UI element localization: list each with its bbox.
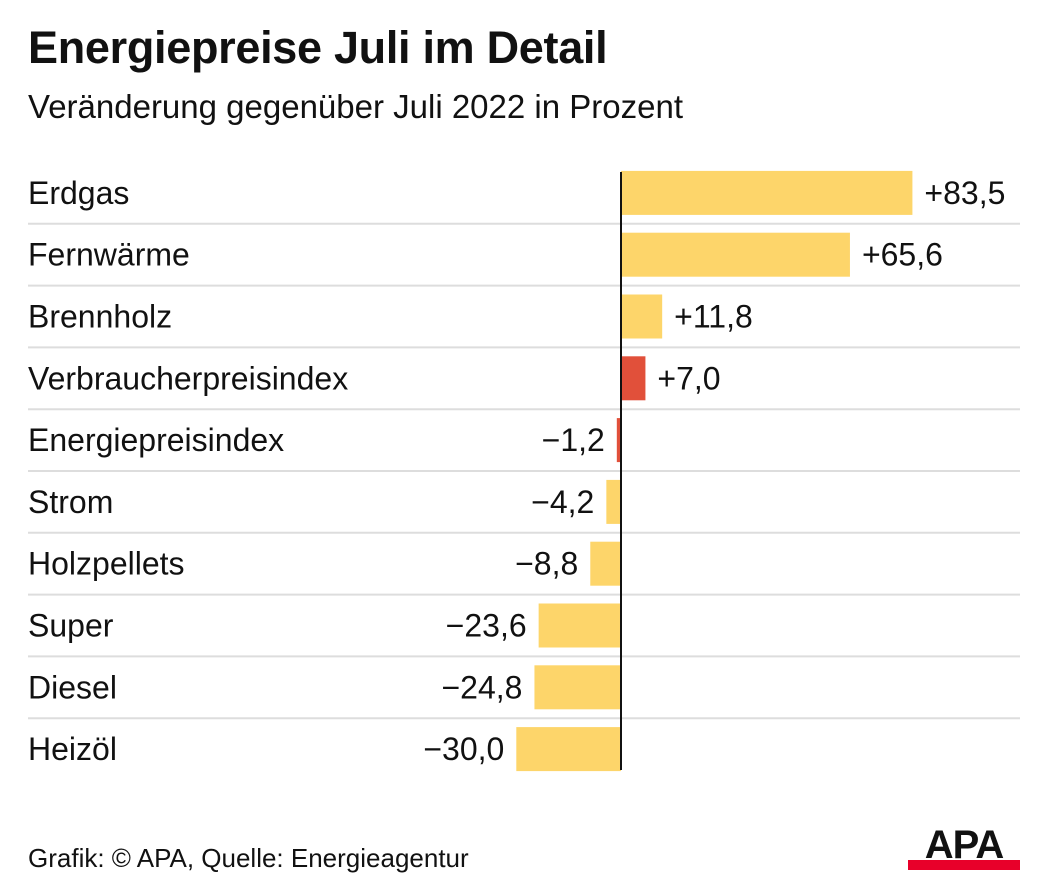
- category-label: Heizöl: [28, 731, 117, 767]
- value-label: +83,5: [924, 175, 1005, 211]
- category-label: Diesel: [28, 669, 117, 705]
- source-credit: Grafik: © APA, Quelle: Energieagentur: [28, 843, 469, 873]
- category-label: Verbraucherpreisindex: [28, 360, 348, 396]
- bar: [538, 603, 621, 648]
- bar: [516, 727, 621, 772]
- bar-chart: Erdgas +83,5 Fernwärme +65,6 Brennholz +11,8 V…: [28, 170, 1020, 772]
- category-label: Energiepreisindex: [28, 422, 284, 458]
- value-label: −30,0: [423, 731, 504, 767]
- logo-text: APA: [925, 823, 1004, 867]
- category-label: Fernwärme: [28, 237, 190, 273]
- category-label: Erdgas: [28, 175, 129, 211]
- apa-logo: APA: [908, 823, 1020, 870]
- value-label: +7,0: [657, 360, 720, 396]
- chart-title: Energiepreise Juli im Detail: [28, 22, 608, 73]
- value-label: +11,8: [674, 299, 753, 335]
- category-label: Strom: [28, 484, 113, 520]
- logo-stripe: [908, 860, 1020, 870]
- bar: [590, 541, 621, 586]
- value-label: −8,8: [515, 546, 578, 582]
- value-label: +65,6: [862, 237, 943, 273]
- value-label: −23,6: [446, 608, 527, 644]
- value-label: −24,8: [441, 669, 522, 705]
- value-label: −1,2: [542, 422, 605, 458]
- chart-subtitle: Veränderung gegenüber Juli 2022 in Proze…: [28, 88, 683, 125]
- value-label: −4,2: [531, 484, 594, 520]
- category-label: Super: [28, 608, 114, 644]
- category-label: Holzpellets: [28, 546, 185, 582]
- category-label: Brennholz: [28, 299, 172, 335]
- bar: [621, 294, 663, 339]
- bar: [621, 232, 850, 277]
- bar: [621, 356, 646, 401]
- bar: [616, 418, 621, 463]
- bar: [534, 665, 621, 710]
- bar: [621, 170, 913, 215]
- bar: [606, 479, 621, 524]
